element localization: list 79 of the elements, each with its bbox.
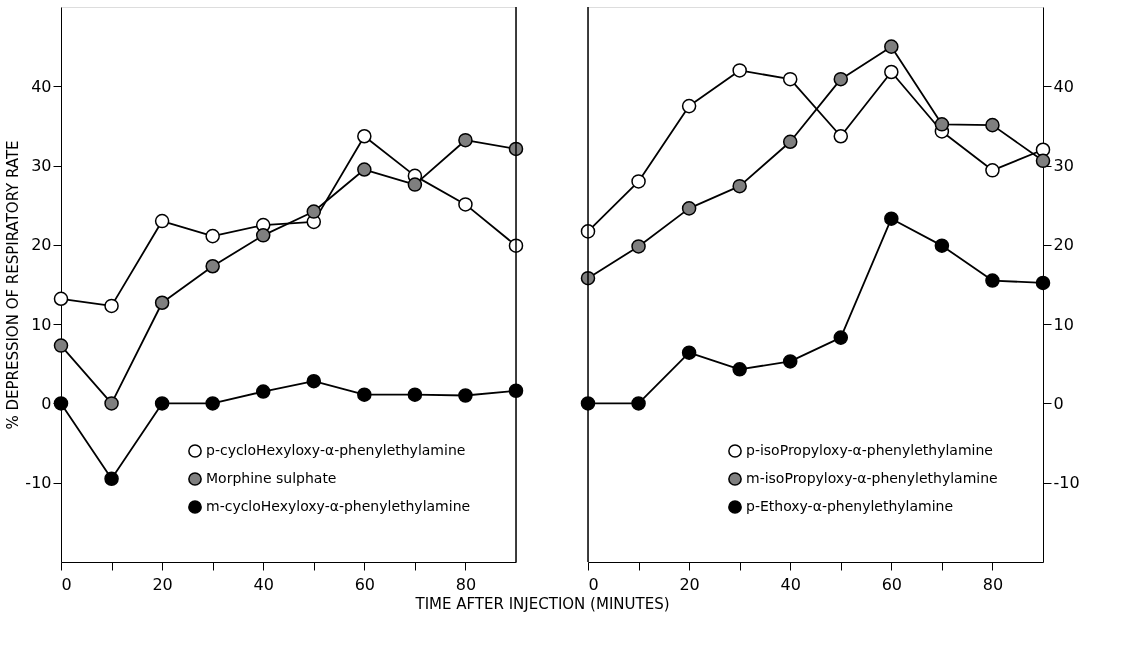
point — [681, 201, 697, 216]
point — [631, 174, 646, 189]
point — [732, 362, 747, 377]
legend-label: Morphine sulphate — [206, 470, 337, 486]
legend-label: m-isoPropyloxy-α-phenylethylamine — [746, 470, 998, 486]
y-tick-label: 40 — [1053, 76, 1074, 96]
y-tick-label: 30 — [31, 156, 52, 176]
point — [53, 396, 69, 411]
point — [732, 178, 747, 194]
y-tick-label: -10 — [25, 473, 52, 493]
point — [985, 117, 1000, 133]
x-tick-label: 80 — [982, 574, 1004, 594]
y-tick-label: 40 — [31, 76, 52, 96]
point — [104, 298, 119, 314]
point — [154, 295, 170, 310]
point — [985, 163, 1000, 178]
point — [104, 396, 119, 411]
point — [357, 162, 372, 177]
point — [255, 384, 271, 399]
y-tick-label: 10 — [31, 314, 52, 334]
point — [306, 373, 322, 389]
x-tick-label: 0 — [588, 574, 599, 594]
point — [934, 117, 950, 132]
legend-label: m-cycloHexyloxy-α-phenylethylamine — [206, 498, 471, 514]
point — [205, 228, 220, 244]
point — [681, 345, 697, 360]
point — [458, 388, 473, 403]
point — [205, 396, 220, 411]
point — [732, 63, 747, 78]
x-axis-title: TIME AFTER INJECTION (MINUTES) — [414, 594, 670, 613]
point — [833, 330, 849, 345]
y-tick-label: 10 — [1053, 314, 1074, 334]
point — [53, 291, 69, 307]
legend-label: p-Ethoxy-α-phenylethylamine — [746, 498, 954, 514]
legend-label: p-isoPropyloxy-α-phenylethylamine — [746, 442, 993, 458]
point — [833, 128, 849, 144]
y-tick-label: -10 — [1053, 473, 1080, 493]
point — [631, 239, 646, 254]
point — [782, 134, 798, 150]
y-tick-label: 0 — [1053, 393, 1064, 413]
x-tick-label: 20 — [152, 574, 173, 594]
point — [255, 228, 271, 243]
point — [53, 338, 69, 353]
point — [458, 132, 473, 148]
point — [1035, 153, 1051, 169]
legend-label: p-cycloHexyloxy-α-phenylethylamine — [206, 442, 466, 458]
point — [833, 71, 849, 87]
point — [782, 354, 798, 369]
x-tick-label: 20 — [679, 574, 700, 594]
y-axis-title: % DEPRESSION OF RESPIRATORY RATE — [4, 140, 23, 430]
point — [357, 387, 372, 402]
point — [306, 204, 322, 219]
point — [357, 128, 372, 144]
point — [154, 213, 170, 229]
point — [884, 211, 899, 226]
x-tick-label: 0 — [61, 574, 72, 594]
point — [154, 396, 170, 411]
y-tick-label: 20 — [1053, 235, 1074, 255]
x-tick-label: 80 — [455, 574, 477, 594]
point — [1035, 275, 1051, 291]
point — [884, 64, 899, 80]
x-tick-label: 60 — [354, 574, 376, 594]
point — [205, 259, 220, 274]
point — [681, 98, 697, 114]
point — [407, 177, 423, 192]
y-tick-label: 20 — [31, 235, 52, 255]
y-tick-label: 30 — [1053, 156, 1074, 176]
x-tick-label: 40 — [780, 574, 801, 594]
point — [934, 238, 950, 253]
x-tick-label: 60 — [881, 574, 903, 594]
point — [884, 39, 899, 54]
point — [458, 197, 473, 212]
point — [104, 471, 119, 487]
point — [631, 396, 646, 411]
point — [985, 273, 1000, 288]
point — [782, 71, 798, 87]
y-tick-label: 0 — [41, 393, 52, 413]
point — [407, 387, 423, 402]
x-tick-label: 40 — [253, 574, 274, 594]
